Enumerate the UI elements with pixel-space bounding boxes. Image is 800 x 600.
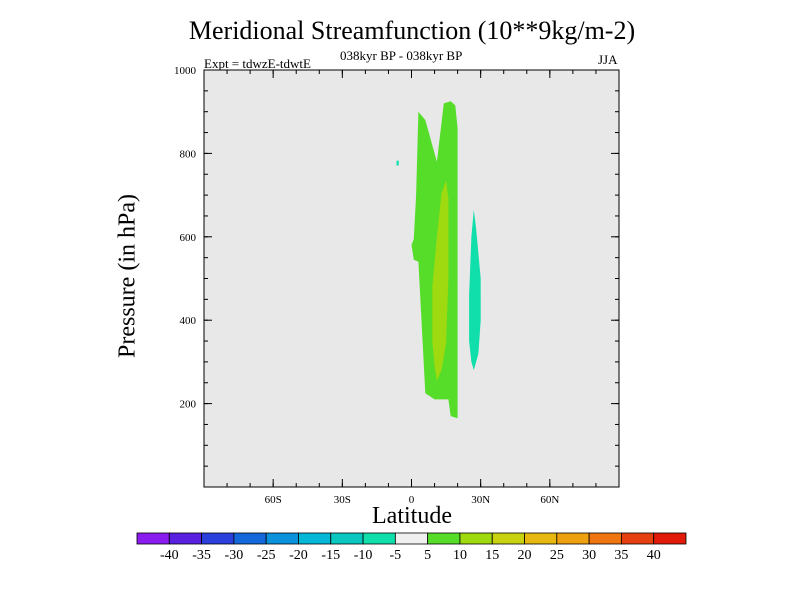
colorbar-label: 25 [550,548,564,563]
colorbar-swatch [524,532,558,545]
colorbar-swatch [427,532,461,545]
colorbar-swatch [168,532,202,545]
colorbar-label: 40 [647,548,661,563]
colorbar-label: 30 [582,548,596,563]
y-tick-label: 1000 [174,65,197,77]
colorbar-label: 15 [485,548,499,563]
chart-subtitle: 038kyr BP - 038kyr BP [340,48,463,63]
colorbar-label: -35 [192,548,211,563]
colorbar-swatch [233,532,267,545]
colorbar-label: -30 [225,548,244,563]
colorbar-label: -40 [160,548,179,563]
colorbar-label: -10 [354,548,373,563]
colorbar: -40 -35 -30 -25 -20 -15 -10 -5 5 10 15 20 25 30 35 40 [136,532,687,563]
colorbar-label: -15 [321,548,340,563]
colorbar-label: -20 [289,548,308,563]
colorbar-swatch [265,532,299,545]
x-tick-label: 30S [334,494,351,506]
colorbar-swatch [330,532,364,545]
colorbar-swatch [556,532,590,545]
y-tick-label: 200 [180,399,197,411]
colorbar-swatch [621,532,655,545]
contour-region-cyan-dot [396,160,399,166]
x-axis-label: Latitude [372,503,452,529]
x-tick-label: 0 [409,494,415,506]
season-label: JJA [598,52,618,67]
y-tick-label: 400 [180,315,197,327]
colorbar-swatch [136,532,170,545]
experiment-label: Expt = tdwzE-tdwtE [204,56,311,71]
colorbar-swatch [653,532,687,545]
colorbar-swatch [362,532,396,545]
colorbar-label: -25 [257,548,276,563]
colorbar-swatch [394,532,429,545]
x-tick-label: 30N [471,494,490,506]
colorbar-swatch [588,532,622,545]
x-tick-label: 60N [540,494,559,506]
colorbar-swatch [201,532,235,545]
colorbar-label: 20 [518,548,532,563]
colorbar-swatch [491,532,525,545]
colorbar-swatch [459,532,493,545]
colorbar-swatch [298,532,332,545]
colorbar-label: 5 [424,548,431,563]
chart-title: Meridional Streamfunction (10**9kg/m-2) [188,16,636,45]
y-tick-label: 800 [180,148,197,160]
contour-region-cyan-neg10-neg5 [469,209,481,371]
colorbar-label: 35 [614,548,628,563]
x-tick-label: 60S [265,494,282,506]
colorbar-label: 10 [453,548,467,563]
plot-area [204,70,619,487]
y-tick-label: 600 [180,232,197,244]
colorbar-label: -5 [390,548,402,563]
contour-region-yellowgreen-10-15 [432,180,449,381]
